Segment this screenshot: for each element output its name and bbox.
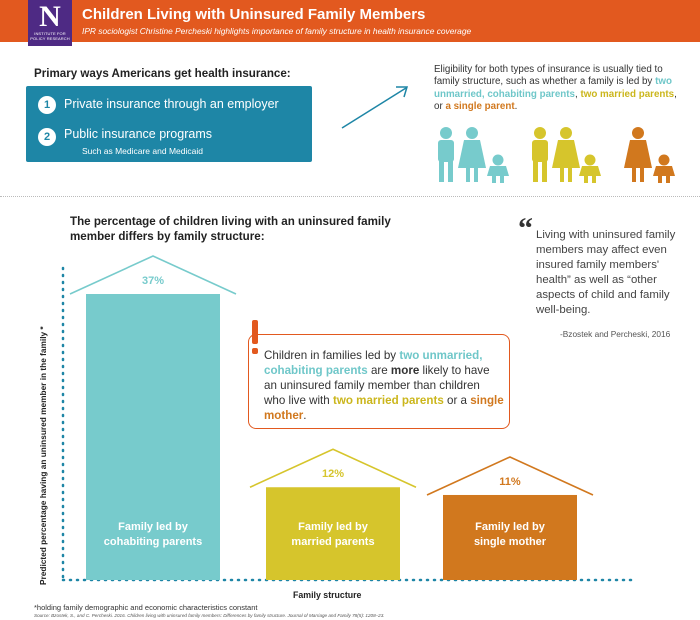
callout-text-4: or a [443,394,471,407]
section-divider [0,196,700,197]
x-axis-label: Family structure [293,590,362,600]
primary-ways-box: 1 Private insurance through an employer … [26,86,312,162]
callout-text: Children in families led by two unmarrie… [264,348,504,423]
category-label-1-line-2: cohabiting parents [104,536,202,548]
page-subtitle: IPR sociologist Christine Percheski high… [82,26,472,36]
value-label-1: 37% [142,275,164,287]
quote-citation: -Bzostek and Percheski, 2016 [560,329,671,339]
single-mother-family-icon [624,127,675,183]
callout-text-3: likely to have an uninsured family membe… [264,364,490,407]
callout-text-2: are [367,364,391,377]
logo-text-line1: INSTITUTE FOR [34,31,66,36]
bar-1 [86,294,220,580]
eligibility-text: Eligibility for both types of insurance … [434,64,684,113]
primary-ways-heading: Primary ways Americans get health insura… [34,67,291,80]
value-label-3: 11% [499,476,521,488]
highlight-single: a single parent [445,100,515,112]
way-2-sublabel: Such as Medicare and Medicaid [82,146,203,156]
exclamation-icon [252,320,258,354]
chart-heading: The percentage of children living with a… [70,215,391,243]
roof-1 [69,255,237,295]
logo-letter: N [39,0,61,33]
eligibility-text-1: Eligibility for both types of insurance … [434,64,663,88]
callout-highlight-married: two married parents [332,394,444,407]
way-2-number: 2 [38,128,56,146]
page-title: Children Living with Uninsured Family Me… [82,6,426,23]
chart-bars: 37% Family led by cohabiting parents 12% Fam… [69,255,594,580]
eligibility-text-2: , [575,88,581,100]
cohabiting-family-icon [438,127,509,183]
callout-highlight-cohabiting: two unmarried, cohabiting parents [264,349,483,377]
source-citation: Source: Bzostek, S., and C. Percheski. 2… [34,613,385,618]
arrow-icon [341,86,409,129]
callout-box [248,334,510,429]
bar-2 [266,487,400,580]
category-label-3-line-1: Family led by [475,521,546,533]
way-1-number: 1 [38,96,56,114]
callout-highlight-single: single mother [264,394,504,422]
highlight-married: two married parents [580,88,675,100]
way-1-label: Private insurance through an employer [64,97,279,111]
header-bar [0,0,700,42]
category-label-1-line-1: Family led by [118,521,189,533]
way-2-label: Public insurance programs [64,127,212,141]
category-label-2-line-2: married parents [291,536,374,548]
y-axis-label: Predicted percentage having an uninsured… [38,326,48,585]
category-label-3-line-2: single mother [474,536,547,548]
eligibility-text-4: . [514,100,518,112]
married-family-icon [532,127,601,183]
callout-text-1: Children in families led by [264,349,400,362]
roof-2 [249,448,417,488]
value-label-2: 12% [322,468,344,480]
highlight-cohabiting: two unmarried, cohabiting parents [434,76,672,100]
logo-text-line2: POLICY RESEARCH [30,35,70,41]
quote-text: Living with uninsured family members may… [536,229,676,316]
quote-mark-icon: “ [518,212,533,245]
ipr-logo: N INSTITUTE FOR POLICY RESEARCH [28,0,72,46]
callout-highlight-more: more [390,364,420,377]
category-label-2-line-1: Family led by [298,521,369,533]
roof-3 [426,456,594,496]
bar-3 [443,494,577,580]
callout-text-5: . [303,409,307,422]
eligibility-text-3: , or [434,88,677,112]
footnote: *holding family demographic and economic… [34,603,258,612]
family-icons [438,127,675,183]
